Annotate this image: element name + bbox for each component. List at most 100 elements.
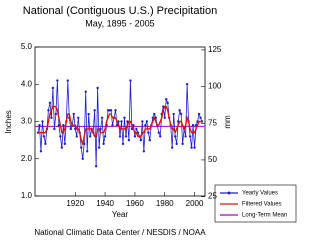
y-tick-label: 4.0: [21, 79, 33, 88]
data-point: [197, 112, 201, 116]
data-point: [159, 135, 162, 138]
data-point: [181, 142, 184, 146]
y-tick-label: 1.0: [21, 191, 33, 200]
y-tick-label: 5.0: [21, 42, 33, 51]
data-point: [53, 127, 56, 131]
data-point: [114, 109, 117, 112]
data-point: [100, 116, 104, 119]
data-point: [69, 127, 72, 131]
series-line: [37, 105, 203, 147]
data-point: [123, 116, 126, 119]
y-tick-label: 2.0: [21, 154, 33, 163]
data-point: [97, 146, 101, 149]
data-point: [88, 135, 92, 138]
data-point: [84, 90, 87, 93]
data-point: [184, 135, 187, 138]
data-point: [142, 150, 146, 153]
data-point: [66, 79, 70, 82]
y2-tick-label: 75: [208, 118, 217, 127]
data-point: [188, 135, 192, 138]
data-point: [39, 150, 43, 153]
y2-tick-label: 100: [208, 82, 222, 91]
chart-subtitle: May, 1895 - 2005: [85, 18, 154, 28]
data-point: [77, 116, 80, 119]
data-point: [51, 86, 55, 90]
chart: National (Contiguous U.S.) Precipitation…: [4, 5, 297, 237]
data-point: [148, 138, 152, 142]
y2-tick-label: 125: [208, 45, 222, 54]
data-point: [190, 146, 193, 149]
y2-tick-label: 25: [208, 192, 217, 201]
data-point: [193, 146, 196, 149]
data-point: [62, 124, 65, 127]
x-axis-label: Year: [112, 210, 129, 219]
data-point: [44, 142, 47, 146]
data-point: [165, 97, 168, 101]
data-point: [141, 120, 144, 123]
legend-label: Long-Term Mean: [242, 213, 287, 219]
x-tick-label: 1940: [96, 199, 114, 208]
data-point: [127, 138, 131, 142]
data-point: [124, 135, 128, 138]
data-point: [75, 135, 78, 138]
y-axis-label: Inches: [4, 110, 13, 134]
y2-tick-label: 50: [208, 155, 217, 164]
data-point: [80, 146, 83, 149]
y-tick-label: 3.0: [21, 117, 33, 126]
x-tick-label: 2000: [186, 199, 204, 208]
data-point: [173, 135, 177, 138]
x-tick-label: 1980: [156, 199, 174, 208]
data-point: [48, 101, 52, 105]
data-point: [54, 112, 58, 116]
data-point: [144, 124, 147, 127]
y2-axis-label: mm: [223, 115, 232, 129]
legend-label: Yearly Values: [242, 191, 278, 197]
data-point: [38, 124, 41, 127]
x-tick-label: 1920: [66, 199, 84, 208]
data-point: [166, 101, 169, 105]
data-point: [135, 127, 138, 131]
data-point: [145, 120, 149, 123]
data-point: [111, 124, 114, 127]
data-point: [60, 146, 64, 149]
data-point: [87, 112, 90, 116]
data-point: [199, 116, 202, 119]
data-point: [103, 135, 107, 138]
data-point: [109, 109, 113, 112]
data-point: [57, 124, 61, 127]
data-point: [41, 120, 44, 123]
data-point: [178, 109, 181, 112]
data-point: [175, 142, 178, 146]
data-point: [47, 109, 50, 112]
data-point: [93, 109, 96, 112]
data-point: [139, 138, 143, 142]
data-point: [81, 157, 84, 160]
data-point: [42, 135, 46, 138]
data-point: [129, 79, 132, 82]
data-point: [157, 131, 160, 134]
data-point: [94, 165, 98, 168]
series-line: [37, 80, 203, 167]
data-point: [85, 150, 89, 153]
data-point: [121, 142, 125, 146]
x-tick-label: 1960: [126, 199, 144, 208]
data-point: [179, 112, 183, 116]
data-point: [153, 112, 156, 116]
data-point: [102, 142, 105, 146]
data-point: [185, 83, 189, 86]
data-point: [133, 135, 137, 138]
source-note: National Climatic Data Center / NESDIS /…: [34, 228, 206, 237]
data-point: [72, 112, 75, 116]
data-point: [59, 135, 62, 138]
chart-title: National (Contiguous U.S.) Precipitation: [23, 5, 217, 17]
data-point: [163, 116, 166, 119]
data-point: [170, 146, 174, 149]
data-point: [96, 86, 99, 90]
legend-label: Filtered Values: [242, 202, 282, 208]
data-point: [120, 120, 123, 123]
data-point: [83, 142, 86, 146]
data-point: [56, 79, 59, 82]
legend-marker: [227, 191, 231, 195]
data-point: [50, 116, 53, 119]
data-point: [191, 124, 195, 127]
